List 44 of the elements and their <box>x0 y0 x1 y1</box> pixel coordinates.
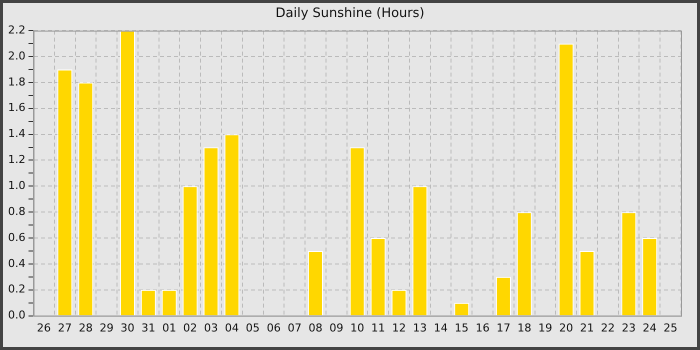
chart-title: Daily Sunshine (Hours) <box>274 6 426 21</box>
y-tick-label: 1.2 <box>8 153 26 166</box>
x-tick-label: 06 <box>266 321 281 334</box>
x-tick-label: 11 <box>371 321 386 334</box>
x-tick-label: 13 <box>412 321 427 334</box>
y-tick-label: 1.6 <box>8 101 26 114</box>
x-tick-label: 29 <box>100 321 114 334</box>
x-tick-label: 20 <box>559 321 574 334</box>
x-tick-label: 26 <box>36 321 51 334</box>
x-tick-label: 03 <box>204 321 218 334</box>
y-tick-label: 0.2 <box>8 282 26 296</box>
y-tick-label: 0.4 <box>8 256 26 270</box>
y-tick-label: 2.0 <box>8 49 26 62</box>
y-tick-label: 0.8 <box>8 204 26 218</box>
y-tick-label: 0.0 <box>8 308 26 322</box>
y-tick-label: 0.6 <box>8 230 26 244</box>
x-tick-label: 14 <box>434 321 448 334</box>
x-tick-label: 30 <box>120 321 134 334</box>
y-tick-label: 2.2 <box>8 23 26 36</box>
x-tick-label: 05 <box>246 321 260 334</box>
x-tick-label: 07 <box>288 321 302 334</box>
x-tick-label: 01 <box>162 321 176 334</box>
x-tick-label: 28 <box>78 321 93 334</box>
y-tick-label: 1.4 <box>8 127 26 140</box>
x-tick-label: 08 <box>308 321 322 334</box>
x-tick-label: 09 <box>329 321 344 334</box>
x-tick-label: 24 <box>642 321 657 334</box>
x-tick-label: 04 <box>224 321 239 334</box>
x-tick-label: 17 <box>496 321 510 334</box>
x-tick-label: 31 <box>141 321 156 334</box>
x-tick-label: 12 <box>392 321 406 334</box>
x-tick-label: 18 <box>517 321 532 334</box>
x-tick-label: 27 <box>58 321 72 334</box>
x-tick-label: 15 <box>454 321 469 334</box>
x-tick-label: 16 <box>476 321 490 334</box>
y-tick-label: 1.0 <box>8 179 26 192</box>
x-tick-label: 25 <box>664 321 678 334</box>
x-tick-label: 21 <box>580 321 594 334</box>
x-tick-label: 02 <box>183 321 198 334</box>
x-tick-label: 22 <box>600 321 615 334</box>
x-tick-label: 19 <box>538 321 552 334</box>
x-tick-label: 23 <box>622 321 636 334</box>
y-tick-label: 1.8 <box>8 75 26 88</box>
x-tick-label: 10 <box>350 321 364 334</box>
